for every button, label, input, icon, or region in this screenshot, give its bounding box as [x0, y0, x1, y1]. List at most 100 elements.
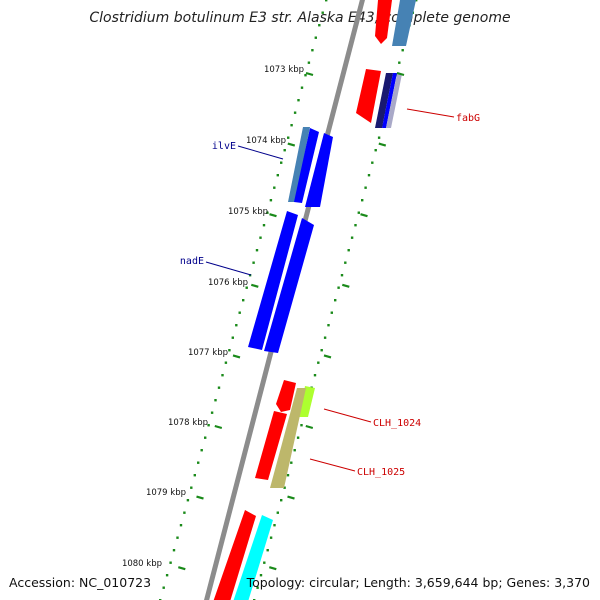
guide-dots-left — [204, 436, 207, 439]
guide-dots-left — [207, 424, 210, 427]
guide-dots-right — [283, 486, 286, 489]
tick-label: 1075 kbp — [228, 207, 268, 217]
tick-label: 1074 kbp — [246, 136, 286, 146]
guide-dots-left — [318, 24, 321, 27]
guide-dots-left — [287, 136, 290, 139]
guide-dots-right — [317, 361, 320, 364]
tick-mark-right — [396, 71, 405, 77]
guide-dots-left — [280, 161, 283, 164]
gene-feature-navy-fabg[interactable] — [375, 73, 393, 128]
leader-clh1025 — [309, 458, 356, 472]
guide-dots-right — [347, 249, 350, 252]
guide-dots-left — [325, 0, 328, 2]
tick-mark-left — [196, 495, 204, 500]
guide-dots-right — [415, 0, 418, 2]
guide-dots-left — [304, 74, 307, 77]
guide-dots-right — [273, 524, 276, 527]
gene-feature-steelblue-top[interactable] — [392, 0, 416, 46]
guide-dots-left — [269, 199, 273, 202]
guide-dots-right — [334, 299, 337, 302]
gene-labels: ilvE nadE fabG CLH_1024 CLH_1025 — [180, 113, 480, 478]
tick-mark-left — [214, 424, 223, 430]
tick-label: 1073 kbp — [264, 65, 304, 75]
guide-dots-right — [259, 574, 263, 577]
gene-feature-cyan-bottom[interactable] — [232, 515, 273, 600]
guide-dots-right — [330, 311, 333, 314]
guide-dots-left — [221, 374, 224, 377]
guide-dots-left — [179, 524, 183, 527]
tick-mark-left — [287, 142, 296, 147]
guide-dots-left — [242, 299, 245, 302]
leader-clh1024 — [323, 408, 372, 423]
gene-label-clh1025[interactable]: CLH_1025 — [357, 467, 405, 478]
guide-dots-left — [273, 186, 276, 189]
kbp-tick-marks — [177, 71, 405, 571]
guide-dots-left — [165, 574, 169, 577]
gene-feature-red-bottom[interactable] — [212, 510, 256, 600]
tick-mark-left — [232, 354, 241, 359]
leader-fabg — [406, 108, 455, 118]
guide-dots-right — [263, 561, 266, 564]
leader-ilve — [237, 145, 284, 160]
gene-feature-blue-nade-right[interactable] — [264, 218, 314, 353]
gene-feature-blue-fabg[interactable] — [382, 73, 397, 128]
guide-dots-left — [197, 461, 200, 464]
guide-dots-left — [321, 11, 324, 14]
guide-dots-right — [367, 174, 371, 177]
tick-label: 1077 kbp — [188, 348, 228, 358]
guide-dots-right — [337, 286, 340, 289]
gene-feature-lime-clh1024[interactable] — [299, 386, 315, 417]
guide-dots-right — [280, 499, 283, 502]
kbp-tick-labels: 1073 kbp 1074 kbp 1075 kbp 1076 kbp 1077… — [122, 65, 304, 569]
gene-feature-blue-nade-left[interactable] — [248, 211, 298, 350]
gene-feature-red-fabg-left[interactable] — [356, 69, 381, 123]
guide-dots-left — [190, 486, 193, 489]
leader-nade — [205, 261, 252, 276]
guide-dots-left — [255, 249, 259, 252]
gene-label-nade[interactable]: nadE — [180, 256, 204, 267]
guide-dots-left — [172, 549, 176, 552]
gene-feature-tan-clh1025[interactable] — [270, 388, 306, 488]
gene-feature-steelblue-ilve[interactable] — [288, 127, 310, 202]
tick-mark-left — [305, 71, 314, 77]
tick-mark-right — [287, 495, 295, 500]
guide-dots-right — [340, 274, 344, 277]
guide-dots-right — [354, 224, 357, 227]
guide-dots-left — [311, 49, 314, 52]
tick-mark-right — [341, 283, 350, 288]
guide-dots-left — [200, 449, 203, 452]
guide-dots-left — [217, 386, 221, 389]
guide-dots-left — [231, 336, 234, 339]
gene-feature-blue-ilve-right[interactable] — [305, 133, 333, 207]
guide-dots-left — [210, 411, 214, 414]
guide-dots-right — [276, 511, 279, 514]
guide-dots-left — [262, 224, 266, 227]
gene-label-fabg[interactable]: fabG — [456, 113, 480, 124]
guide-dots-left — [290, 124, 293, 127]
guide-dots-right — [374, 149, 377, 152]
gene-label-ilve[interactable]: ilvE — [212, 141, 236, 152]
guide-dots-right — [290, 461, 293, 464]
tick-mark-left — [177, 566, 186, 571]
guide-dots-left — [314, 36, 317, 39]
guide-dots-left — [186, 499, 190, 502]
gene-label-leaders — [205, 108, 455, 472]
tick-mark-right — [360, 213, 368, 218]
guide-dots-left — [183, 511, 186, 514]
gene-feature-blue-ilve[interactable] — [294, 128, 319, 203]
gene-feature-red-clh-small[interactable] — [276, 380, 296, 412]
guide-dots-left — [224, 361, 228, 364]
gene-label-clh1024[interactable]: CLH_1024 — [373, 418, 421, 429]
gene-features — [212, 0, 416, 600]
guide-dots-left — [307, 61, 311, 64]
gene-feature-red-top[interactable] — [375, 0, 392, 44]
guide-dots-right — [323, 336, 327, 339]
gene-feature-red-clh-large[interactable] — [255, 411, 287, 480]
tick-mark-right — [378, 142, 387, 147]
guide-dots-right — [357, 211, 360, 214]
gene-feature-grey-fabg[interactable] — [386, 74, 402, 128]
guide-dots-left — [293, 111, 297, 114]
guide-dots-right — [398, 61, 401, 64]
